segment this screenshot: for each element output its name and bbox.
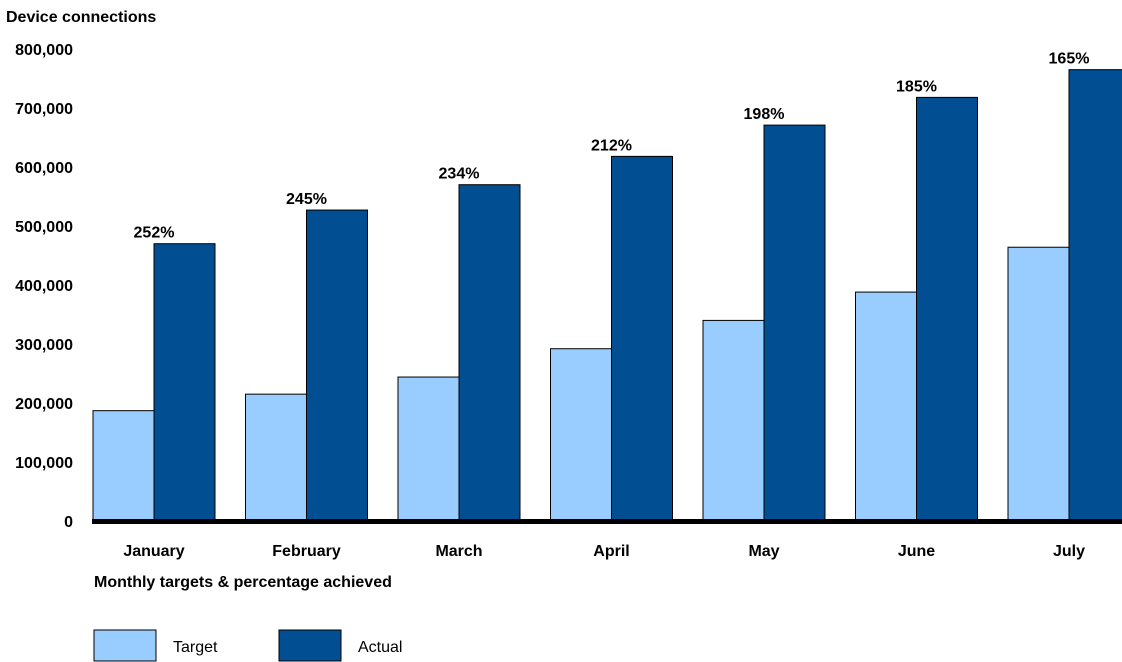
y-axis-ticks: 0 100,000 200,000 300,000 400,000 500,000 600,… xyxy=(15,42,73,531)
x-axis-categories: January February March April May June July xyxy=(123,543,1085,560)
bar-target xyxy=(855,291,917,522)
y-tick-label: 700,000 xyxy=(15,101,73,118)
x-tick-label: February xyxy=(272,543,341,560)
legend: Target Actual xyxy=(93,629,402,662)
legend-swatch xyxy=(93,629,157,662)
y-tick-label: 200,000 xyxy=(15,396,73,413)
bar-target xyxy=(1007,246,1070,522)
bar-target xyxy=(550,348,612,522)
bar-actual xyxy=(763,124,826,522)
legend-swatch xyxy=(278,629,342,662)
legend-label: Target xyxy=(173,639,218,656)
percentage-label: 185% xyxy=(896,78,937,95)
bar-actual xyxy=(153,243,216,522)
y-tick-label: 600,000 xyxy=(15,160,73,177)
y-tick-label: 800,000 xyxy=(15,42,73,59)
x-tick-label: January xyxy=(123,543,184,560)
bar-actual xyxy=(458,184,521,522)
legend-entry-target: Target xyxy=(93,629,218,662)
legend-entry-actual: Actual xyxy=(278,629,402,662)
y-tick-label: 400,000 xyxy=(15,278,73,295)
bar-target xyxy=(397,376,460,522)
bar-actual xyxy=(611,155,673,522)
percentage-label: 234% xyxy=(439,166,480,183)
percentage-label: 212% xyxy=(591,137,632,154)
x-tick-label: July xyxy=(1053,543,1085,560)
percentage-label: 165% xyxy=(1049,51,1090,68)
bar-target xyxy=(702,319,765,522)
legend-label: Actual xyxy=(358,639,402,656)
percentage-label: 245% xyxy=(286,191,327,208)
x-tick-label: June xyxy=(898,543,935,560)
bar-actual xyxy=(916,96,978,522)
x-axis-baseline xyxy=(92,519,1122,524)
x-tick-label: March xyxy=(435,543,482,560)
x-tick-label: May xyxy=(748,543,779,560)
y-axis-title: Device connections xyxy=(6,9,156,26)
x-axis-title: Monthly targets & percentage achieved xyxy=(94,574,392,591)
x-tick-label: April xyxy=(593,543,629,560)
y-tick-label: 100,000 xyxy=(15,455,73,472)
bar-actual xyxy=(1068,69,1122,522)
y-tick-label: 300,000 xyxy=(15,337,73,354)
percentage-annotations: 252% 245% 234% 212% 198% 185% 165% xyxy=(134,51,1090,242)
y-tick-label: 0 xyxy=(64,514,73,531)
percentage-label: 198% xyxy=(744,106,785,123)
bar-target xyxy=(92,410,155,522)
bar-target xyxy=(245,393,307,522)
bar-actual xyxy=(306,209,368,522)
y-tick-label: 500,000 xyxy=(15,219,73,236)
percentage-label: 252% xyxy=(134,225,175,242)
bars xyxy=(92,69,1122,522)
